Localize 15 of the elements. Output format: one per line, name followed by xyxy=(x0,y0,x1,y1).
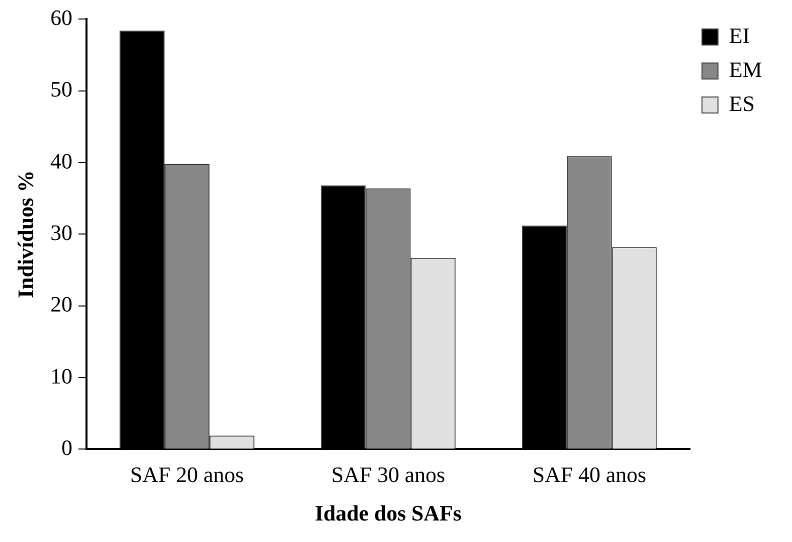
y-tick-label: 20 xyxy=(50,292,72,317)
y-axis-title: Indivíduos % xyxy=(12,170,38,298)
y-tick-label: 10 xyxy=(50,363,72,388)
x-tick-label: SAF 40 anos xyxy=(532,462,646,488)
y-tick-label: 30 xyxy=(50,220,72,245)
y-tick-label: 60 xyxy=(50,4,72,30)
legend-label: ES xyxy=(729,90,755,116)
y-tick-label: 40 xyxy=(50,148,72,174)
y-tick-label: 50 xyxy=(50,76,72,102)
legend-label: EI xyxy=(729,22,750,48)
x-tick-label: SAF 20 anos xyxy=(130,462,244,488)
x-tick-label: SAF 30 anos xyxy=(331,462,446,488)
legend-label: EM xyxy=(729,56,762,82)
x-axis-title: Idade dos SAFs xyxy=(314,500,462,526)
y-tick-label: 0 xyxy=(61,434,72,460)
